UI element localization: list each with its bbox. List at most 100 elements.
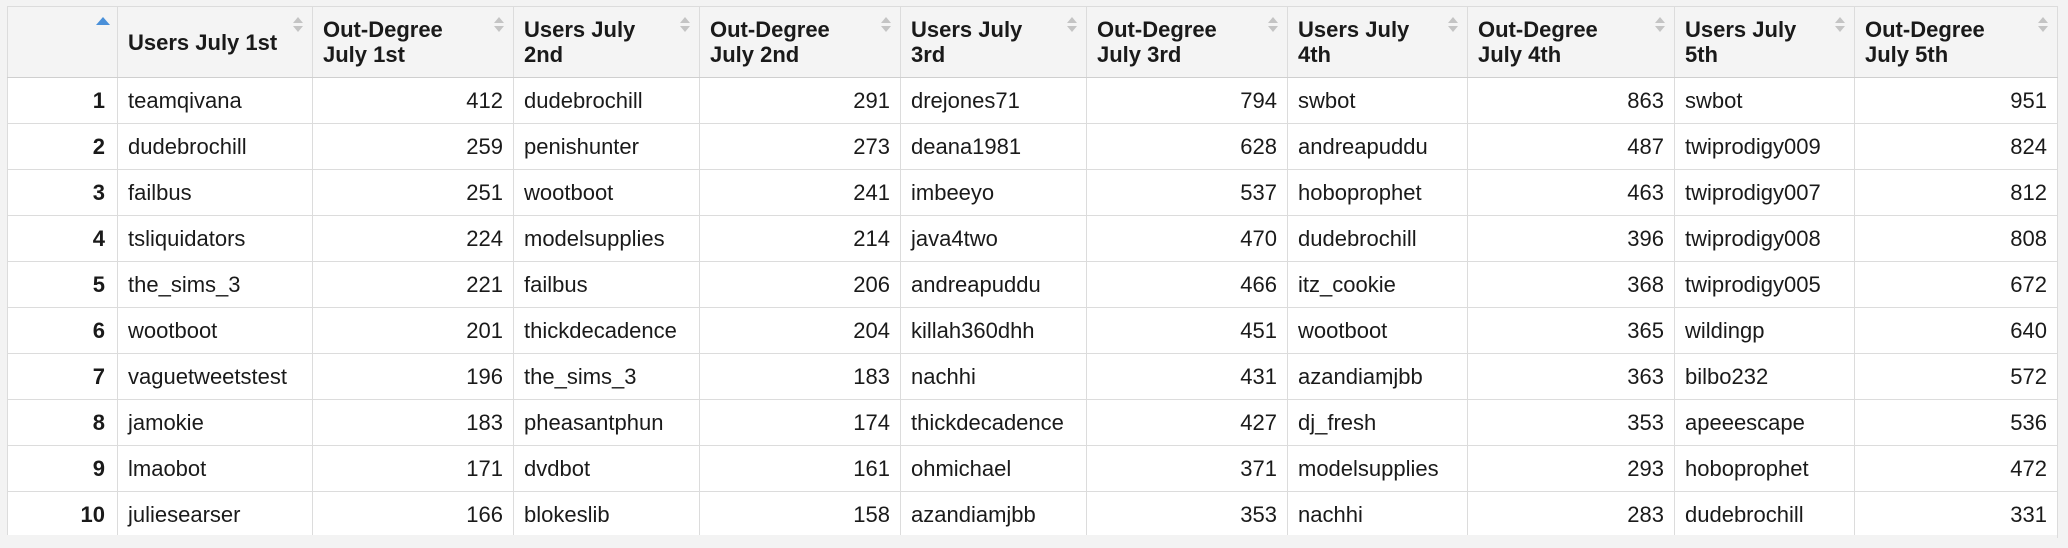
out-degree-cell: 628 bbox=[1086, 123, 1288, 170]
row-number: 1 bbox=[7, 77, 118, 124]
out-degree-cell: 201 bbox=[312, 307, 514, 354]
table-row: 10 juliesearser 166 blokeslib 158 azandiamjbb… bbox=[7, 491, 2058, 538]
out-degree-cell: 283 bbox=[1467, 491, 1675, 538]
table-row: 4 tsliquidators 224 modelsupplies 214 java4tw… bbox=[7, 215, 2058, 262]
out-degree-cell: 863 bbox=[1467, 77, 1675, 124]
username-cell: dudebrochill bbox=[513, 77, 700, 124]
column-header-5[interactable]: Users July 3rd bbox=[900, 6, 1087, 78]
column-header-label: Users July 3rd bbox=[911, 17, 1023, 67]
username-cell: twiprodigy008 bbox=[1674, 215, 1855, 262]
column-header-label: Out-Degree July 2nd bbox=[710, 17, 830, 67]
out-degree-cell: 371 bbox=[1086, 445, 1288, 492]
out-degree-cell: 171 bbox=[312, 445, 514, 492]
out-degree-cell: 412 bbox=[312, 77, 514, 124]
data-table: Users July 1st Out-Degree July 1st Users J… bbox=[7, 6, 2058, 538]
username-cell: twiprodigy007 bbox=[1674, 169, 1855, 216]
column-header-3[interactable]: Users July 2nd bbox=[513, 6, 700, 78]
out-degree-cell: 396 bbox=[1467, 215, 1675, 262]
column-header-label: Users July 1st bbox=[128, 29, 278, 55]
out-degree-cell: 183 bbox=[699, 353, 901, 400]
username-cell: modelsupplies bbox=[1287, 445, 1468, 492]
out-degree-cell: 273 bbox=[699, 123, 901, 170]
sort-icon bbox=[2038, 17, 2048, 35]
table-row: 5 the_sims_3 221 failbus 206 andreapuddu 466 it… bbox=[7, 261, 2058, 308]
table-row: 1 teamqivana 412 dudebrochill 291 drejones71 7… bbox=[7, 77, 2058, 124]
username-cell: dvdbot bbox=[513, 445, 700, 492]
sort-icon bbox=[1655, 17, 1665, 35]
sort-icon bbox=[680, 17, 690, 35]
username-cell: imbeeyo bbox=[900, 169, 1087, 216]
table-row: 3 failbus 251 wootboot 241 imbeeyo 537 hoboprop… bbox=[7, 169, 2058, 216]
out-degree-cell: 206 bbox=[699, 261, 901, 308]
row-number: 6 bbox=[7, 307, 118, 354]
out-degree-cell: 466 bbox=[1086, 261, 1288, 308]
out-degree-cell: 291 bbox=[699, 77, 901, 124]
out-degree-cell: 470 bbox=[1086, 215, 1288, 262]
column-header-label: Users July 4th bbox=[1298, 17, 1410, 67]
out-degree-cell: 537 bbox=[1086, 169, 1288, 216]
username-cell: tsliquidators bbox=[117, 215, 313, 262]
username-cell: teamqivana bbox=[117, 77, 313, 124]
out-degree-cell: 353 bbox=[1086, 491, 1288, 538]
out-degree-cell: 794 bbox=[1086, 77, 1288, 124]
username-cell: azandiamjbb bbox=[1287, 353, 1468, 400]
column-header-2[interactable]: Out-Degree July 1st bbox=[312, 6, 514, 78]
username-cell: hoboprophet bbox=[1287, 169, 1468, 216]
out-degree-cell: 672 bbox=[1854, 261, 2058, 308]
row-number: 9 bbox=[7, 445, 118, 492]
table-row: 7 vaguetweetstest 196 the_sims_3 183 nachhi 43… bbox=[7, 353, 2058, 400]
sort-icon bbox=[1835, 17, 1845, 35]
username-cell: modelsupplies bbox=[513, 215, 700, 262]
row-number: 2 bbox=[7, 123, 118, 170]
column-header-10[interactable]: Out-Degree July 5th bbox=[1854, 6, 2058, 78]
column-header-8[interactable]: Out-Degree July 4th bbox=[1467, 6, 1675, 78]
out-degree-cell: 363 bbox=[1467, 353, 1675, 400]
username-cell: wootboot bbox=[117, 307, 313, 354]
username-cell: swbot bbox=[1287, 77, 1468, 124]
username-cell: dudebrochill bbox=[1287, 215, 1468, 262]
out-degree-cell: 487 bbox=[1467, 123, 1675, 170]
sort-icon bbox=[1268, 17, 1278, 35]
out-degree-cell: 368 bbox=[1467, 261, 1675, 308]
column-header-6[interactable]: Out-Degree July 3rd bbox=[1086, 6, 1288, 78]
column-header-label: Users July 2nd bbox=[524, 17, 636, 67]
column-header-label: Out-Degree July 5th bbox=[1865, 17, 1985, 67]
out-degree-cell: 472 bbox=[1854, 445, 2058, 492]
username-cell: bilbo232 bbox=[1674, 353, 1855, 400]
username-cell: the_sims_3 bbox=[117, 261, 313, 308]
username-cell: swbot bbox=[1674, 77, 1855, 124]
column-header-label: Out-Degree July 3rd bbox=[1097, 17, 1217, 67]
sort-icon bbox=[293, 17, 303, 35]
column-header-7[interactable]: Users July 4th bbox=[1287, 6, 1468, 78]
column-header-1[interactable]: Users July 1st bbox=[117, 6, 313, 78]
username-cell: dudebrochill bbox=[1674, 491, 1855, 538]
username-cell: azandiamjbb bbox=[900, 491, 1087, 538]
out-degree-cell: 824 bbox=[1854, 123, 2058, 170]
row-number: 7 bbox=[7, 353, 118, 400]
table-body: 1 teamqivana 412 dudebrochill 291 drejones71 7… bbox=[7, 77, 2058, 538]
out-degree-cell: 812 bbox=[1854, 169, 2058, 216]
username-cell: hoboprophet bbox=[1674, 445, 1855, 492]
column-header-4[interactable]: Out-Degree July 2nd bbox=[699, 6, 901, 78]
username-cell: juliesearser bbox=[117, 491, 313, 538]
table-row: 2 dudebrochill 259 penishunter 273 deana1981 6… bbox=[7, 123, 2058, 170]
username-cell: failbus bbox=[513, 261, 700, 308]
username-cell: ohmichael bbox=[900, 445, 1087, 492]
out-degree-cell: 572 bbox=[1854, 353, 2058, 400]
username-cell: deana1981 bbox=[900, 123, 1087, 170]
username-cell: penishunter bbox=[513, 123, 700, 170]
out-degree-cell: 221 bbox=[312, 261, 514, 308]
out-degree-cell: 251 bbox=[312, 169, 514, 216]
column-header-label: Users July 5th bbox=[1685, 17, 1797, 67]
username-cell: pheasantphun bbox=[513, 399, 700, 446]
row-number-header[interactable] bbox=[7, 6, 118, 78]
username-cell: failbus bbox=[117, 169, 313, 216]
username-cell: wootboot bbox=[1287, 307, 1468, 354]
username-cell: thickdecadence bbox=[900, 399, 1087, 446]
out-degree-cell: 158 bbox=[699, 491, 901, 538]
username-cell: lmaobot bbox=[117, 445, 313, 492]
username-cell: killah360dhh bbox=[900, 307, 1087, 354]
username-cell: twiprodigy009 bbox=[1674, 123, 1855, 170]
column-header-9[interactable]: Users July 5th bbox=[1674, 6, 1855, 78]
